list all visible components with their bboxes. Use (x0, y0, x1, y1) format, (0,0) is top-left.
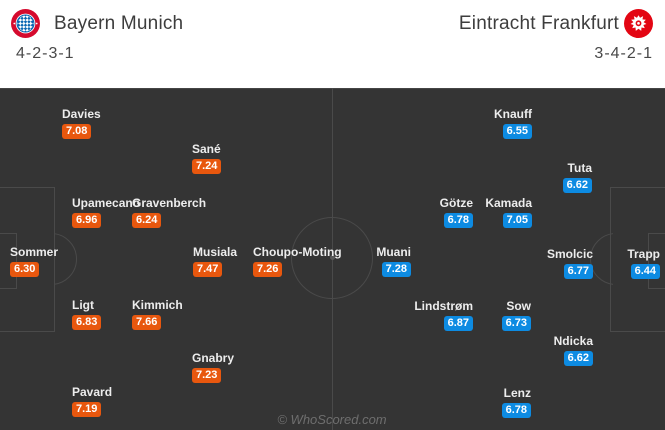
player-rating-badge: 7.23 (192, 368, 222, 383)
player-name: Kamada (485, 196, 532, 210)
player[interactable]: Pavard 7.19 (72, 386, 112, 417)
player[interactable]: Sommer 6.30 (10, 246, 58, 277)
player-name: Gnabry (192, 351, 235, 365)
player-rating-badge: 6.78 (443, 213, 473, 228)
player-name: Tuta (567, 161, 592, 175)
player[interactable]: Muani 7.28 (376, 246, 411, 277)
player[interactable]: Lindstrøm 6.87 (414, 300, 473, 331)
player[interactable]: Gnabry 7.23 (192, 352, 234, 383)
player[interactable]: Upamecano 6.96 (72, 197, 140, 228)
player[interactable]: Lenz 6.78 (501, 386, 531, 418)
player-name: Sommer (10, 245, 59, 259)
away-formation: 3-4-2-1 (594, 45, 653, 62)
player-rating-badge: 6.77 (563, 264, 593, 279)
player-name: Davies (62, 107, 101, 121)
center-circle (291, 217, 373, 299)
away-team-name: Eintracht Frankfurt (458, 12, 619, 34)
player-name: Muani (376, 245, 411, 259)
player-rating-badge: 6.83 (72, 315, 102, 330)
bayern-munich-crest-icon (11, 9, 40, 38)
player-rating-badge: 6.73 (501, 316, 531, 331)
player-name: Ndicka (553, 334, 593, 348)
player[interactable]: Sané 7.24 (192, 142, 222, 174)
player-name: Ligt (72, 298, 94, 312)
player-rating-badge: 7.26 (253, 262, 283, 277)
player-name: Pavard (72, 385, 113, 399)
player-rating-badge: 7.28 (381, 262, 411, 277)
player[interactable]: Sow 6.73 (501, 299, 531, 331)
player[interactable]: Trapp 6.44 (627, 248, 660, 279)
player[interactable]: Kimmich 7.66 (132, 299, 183, 330)
player-name: Kimmich (132, 298, 183, 312)
player-rating-badge: 6.87 (443, 316, 473, 331)
player-rating-badge: 6.44 (630, 264, 660, 279)
player-rating-badge: 7.24 (192, 159, 222, 174)
player[interactable]: Kamada 7.05 (485, 197, 532, 228)
player-name: Gravenberch (132, 196, 207, 210)
home-team-header: Bayern Munich 4-2-3-1 (11, 9, 183, 63)
player[interactable]: Musiala 7.47 (193, 246, 237, 277)
player-name: Choupo-Moting (253, 245, 342, 259)
player-rating-badge: 6.96 (72, 213, 102, 228)
player[interactable]: Ligt 6.83 (72, 298, 102, 330)
player-rating-badge: 6.24 (132, 213, 162, 228)
whoscored-watermark: © WhoScored.com (277, 412, 387, 427)
player-rating-badge: 7.05 (502, 213, 532, 228)
player-name: Upamecano (72, 196, 141, 210)
player[interactable]: Ndicka 6.62 (554, 335, 593, 366)
player-name: Lindstrøm (414, 299, 473, 313)
eintracht-frankfurt-crest-icon (624, 9, 653, 38)
center-spot (330, 255, 335, 260)
player-rating-badge: 6.62 (563, 351, 593, 366)
player[interactable]: Davies 7.08 (62, 108, 101, 139)
player-name: Sow (506, 299, 531, 313)
header: Bayern Munich 4-2-3-1 Eintracht Frankfur… (0, 0, 665, 88)
player[interactable]: Gravenberch 6.24 (132, 197, 206, 228)
player-rating-badge: 6.30 (10, 262, 40, 277)
player-name: Götze (439, 196, 473, 210)
player-rating-badge: 6.78 (501, 403, 531, 418)
home-formation: 4-2-3-1 (16, 45, 75, 62)
player-rating-badge: 7.66 (132, 315, 162, 330)
player-rating-badge: 6.55 (502, 124, 532, 139)
player-rating-badge: 7.47 (193, 262, 223, 277)
six-yard-box-right (648, 233, 665, 289)
player-name: Trapp (627, 247, 660, 261)
pitch: © WhoScored.com Sommer 6.30 Davies 7.08 … (0, 88, 665, 430)
player[interactable]: Smolcic 6.77 (547, 248, 593, 279)
player-name: Lenz (503, 386, 531, 400)
player[interactable]: Tuta 6.62 (562, 161, 592, 193)
player-name: Sané (192, 142, 221, 156)
player-rating-badge: 6.62 (562, 178, 592, 193)
player-rating-badge: 7.08 (62, 124, 92, 139)
six-yard-box-left (0, 233, 17, 289)
home-team-name: Bayern Munich (54, 12, 184, 34)
player[interactable]: Götze 6.78 (440, 197, 473, 228)
player[interactable]: Knauff 6.55 (494, 108, 532, 139)
away-team-header: Eintracht Frankfurt 3-4-2-1 (459, 9, 653, 63)
player[interactable]: Choupo-Moting 7.26 (253, 246, 342, 277)
player-rating-badge: 7.19 (72, 402, 102, 417)
player-name: Knauff (494, 107, 532, 121)
player-name: Musiala (193, 245, 238, 259)
player-name: Smolcic (546, 247, 593, 261)
